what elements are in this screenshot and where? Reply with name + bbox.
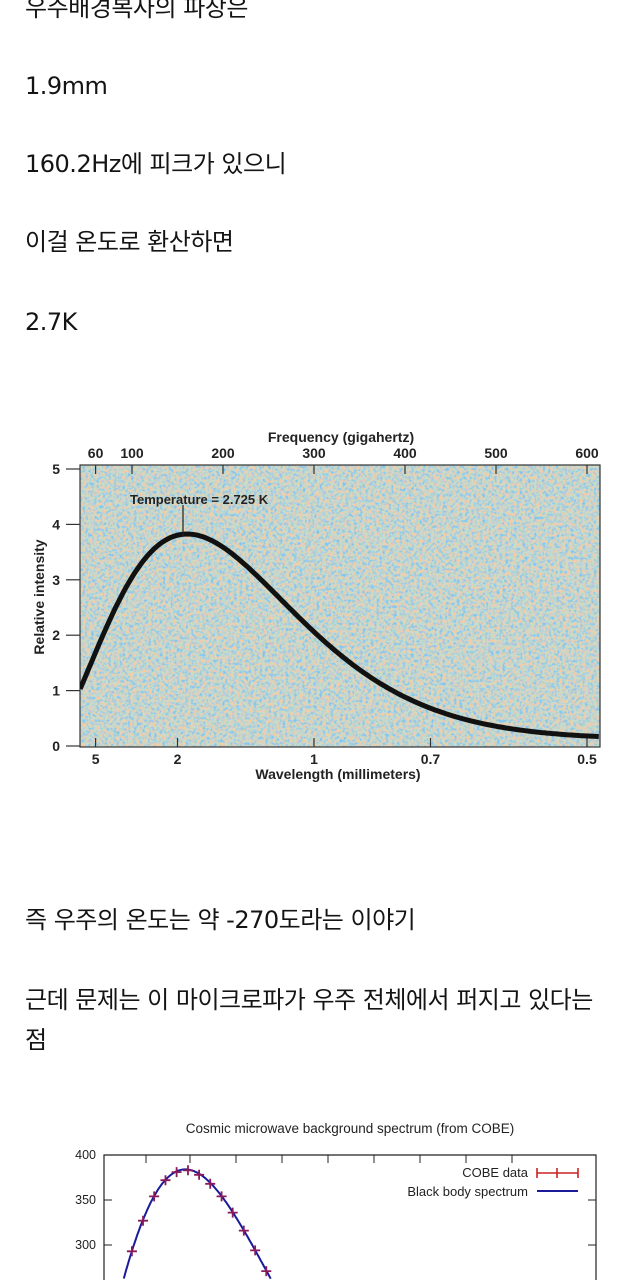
cobe-data-point bbox=[149, 1191, 160, 1202]
top-tick-label: 500 bbox=[484, 445, 508, 461]
top-axis-label: Frequency (gigahertz) bbox=[268, 429, 414, 445]
cobe-spectrum-chart: Cosmic microwave background spectrum (fr… bbox=[75, 1121, 597, 1280]
black-body-spectrum-line bbox=[122, 1168, 272, 1280]
top-tick-label: 200 bbox=[211, 445, 235, 461]
y-tick-label: 400 bbox=[75, 1148, 96, 1162]
top-tick-label: 300 bbox=[302, 445, 326, 461]
y-tick-label: 3 bbox=[52, 572, 60, 588]
cobe-data-point bbox=[216, 1191, 227, 1202]
cobe-data-point bbox=[261, 1266, 272, 1277]
cobe-data-point bbox=[182, 1165, 193, 1176]
text-line: 이걸 온도로 환산하면 bbox=[25, 228, 234, 256]
x-axis-label: Wavelength (millimeters) bbox=[255, 766, 420, 782]
bottom-tick-label: 0.7 bbox=[421, 751, 441, 767]
cobe-data-point bbox=[250, 1245, 261, 1256]
y-tick-label: 5 bbox=[52, 461, 60, 477]
text-line: 근데 문제는 이 마이크로파가 우주 전체에서 퍼지고 있다는 점 bbox=[25, 986, 593, 1054]
top-tick-label: 600 bbox=[575, 445, 599, 461]
plot-frame bbox=[103, 1154, 597, 1280]
bottom-tick-label: 1 bbox=[310, 751, 318, 767]
top-tick-label: 400 bbox=[393, 445, 417, 461]
bottom-tick-label: 5 bbox=[92, 751, 100, 767]
top-tick-label: 60 bbox=[88, 445, 104, 461]
cmb-blackbody-chart: 60 100 200 300 400 500 600 5 2 1 0.7 0.5 0 1 2 3 4 5 Temp… bbox=[31, 429, 601, 782]
cmb-map-noise bbox=[80, 465, 600, 747]
chart-title: Cosmic microwave background spectrum (fr… bbox=[186, 1121, 515, 1136]
bottom-tick-label: 2 bbox=[174, 751, 182, 767]
y-tick-label: 350 bbox=[75, 1193, 96, 1207]
y-tick-label: 4 bbox=[52, 516, 60, 532]
cobe-data-point bbox=[126, 1246, 137, 1257]
text-line: 2.7K bbox=[25, 308, 77, 336]
cobe-data-point bbox=[205, 1178, 216, 1189]
temperature-annotation: Temperature = 2.725 K bbox=[130, 492, 269, 507]
top-tick-label: 100 bbox=[120, 445, 144, 461]
cobe-data-point bbox=[238, 1225, 249, 1236]
cobe-data-point bbox=[227, 1207, 238, 1218]
cobe-data-point bbox=[171, 1167, 182, 1178]
text-line: 우주배경복사의 파장은 bbox=[25, 0, 248, 22]
y-axis-label: Relative intensity bbox=[31, 539, 47, 654]
cobe-data-point bbox=[138, 1215, 149, 1226]
y-tick-label: 300 bbox=[75, 1238, 96, 1252]
y-tick-label: 1 bbox=[52, 683, 60, 699]
cobe-data-point bbox=[160, 1175, 171, 1186]
y-tick-label: 2 bbox=[52, 627, 60, 643]
plot-frame bbox=[79, 464, 601, 748]
legend-black-body: Black body spectrum bbox=[407, 1184, 528, 1199]
y-tick-label: 0 bbox=[52, 738, 60, 754]
legend-cobe-data: COBE data bbox=[462, 1165, 529, 1180]
blackbody-curve bbox=[80, 531, 599, 739]
text-line: 즉 우주의 온도는 약 -270도라는 이야기 bbox=[25, 906, 416, 934]
cobe-data-point bbox=[194, 1169, 205, 1180]
legend-cobe-data-swatch bbox=[536, 1168, 579, 1178]
text-line: 160.2Hz에 피크가 있으니 bbox=[25, 150, 287, 178]
bottom-tick-label: 0.5 bbox=[577, 751, 597, 767]
text-line: 1.9mm bbox=[25, 72, 108, 100]
